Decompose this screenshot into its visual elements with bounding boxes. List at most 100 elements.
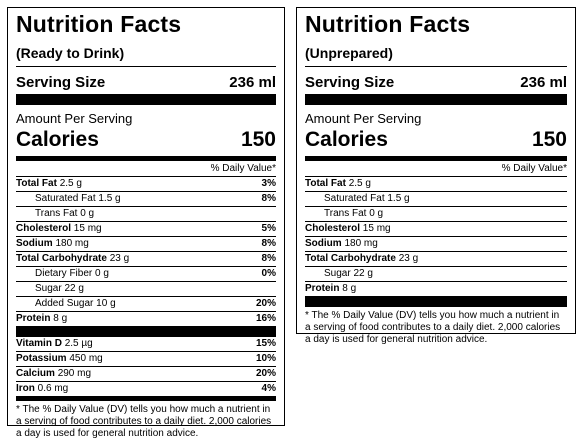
nutrient-row: Trans Fat 0 g — [305, 206, 567, 221]
vitamin-dv: 4% — [261, 383, 276, 394]
nutrient-dv: 3% — [261, 178, 276, 189]
calories-row: Calories 150 — [305, 128, 567, 156]
nutrient-amount: 22 g — [353, 268, 373, 279]
amount-per-serving: Amount Per Serving — [305, 111, 422, 126]
nutrient-name: Sugar — [35, 283, 62, 294]
label-title: Nutrition Facts — [305, 11, 471, 37]
nutrient-row: Cholesterol 15 mg — [305, 221, 567, 236]
daily-value-header: % Daily Value* — [501, 163, 567, 174]
nutrient-name: Saturated Fat — [35, 193, 96, 204]
nutrient-amount: 1.5 g — [387, 193, 410, 204]
nutrient-amount: 2.5 g — [59, 178, 82, 189]
calories-label: Calories — [305, 128, 388, 151]
divider-medium — [305, 156, 567, 161]
nutrient-row: Total Fat 2.5 g — [305, 177, 567, 191]
divider-medium — [16, 156, 276, 161]
nutrient-amount: 180 mg — [344, 238, 378, 249]
vitamin-amount: 0.6 mg — [37, 383, 69, 394]
nutrient-name: Total Carbohydrate — [305, 253, 396, 264]
nutrient-row: Added Sugar 10 g 20% — [16, 296, 276, 311]
nutrient-amount: 8 g — [342, 283, 357, 294]
nutrient-amount: 8 g — [53, 313, 68, 324]
nutrient-row: Trans Fat 0 g — [16, 206, 276, 221]
nutrient-row: Sugar 22 g — [305, 266, 567, 281]
calories-row: Calories 150 — [16, 128, 276, 156]
nutrient-row: Total Carbohydrate 23 g — [305, 251, 567, 266]
divider-medium — [16, 396, 276, 401]
nutrient-amount: 10 g — [96, 298, 116, 309]
nutrient-amount: 15 mg — [362, 223, 391, 234]
nutrient-name: Saturated Fat — [324, 193, 385, 204]
nutrient-dv: 16% — [255, 313, 276, 324]
vitamin-amount: 2.5 µg — [64, 338, 93, 349]
divider-thick — [305, 296, 567, 307]
nutrient-name: Cholesterol — [305, 223, 361, 234]
nutrient-row: Protein 8 g 16% — [16, 311, 276, 326]
nutrient-name: Total Fat — [305, 178, 346, 189]
daily-value-header: % Daily Value* — [210, 163, 276, 174]
nutrient-amount: 0 g — [369, 208, 384, 219]
nutrient-dv: 8% — [261, 193, 276, 204]
nutrient-name: Total Carbohydrate — [16, 253, 107, 264]
calories-label: Calories — [16, 128, 99, 151]
nutrient-name: Total Fat — [16, 178, 57, 189]
nutrient-amount: 180 mg — [55, 238, 89, 249]
nutrient-dv: 0% — [261, 268, 276, 279]
vitamin-amount: 450 mg — [69, 353, 103, 364]
nutrient-row: Dietary Fiber 0 g 0% — [16, 266, 276, 281]
label-title: Nutrition Facts — [16, 11, 182, 37]
serving-size-value: 236 ml — [520, 74, 567, 91]
divider-thick — [16, 326, 276, 337]
daily-value-footnote: * The % Daily Value (DV) tells you how m… — [16, 404, 272, 439]
nutrient-row: Protein 8 g — [305, 281, 567, 296]
daily-value-footnote: * The % Daily Value (DV) tells you how m… — [305, 310, 561, 345]
divider — [305, 66, 567, 67]
divider — [305, 176, 567, 177]
nutrient-name: Cholesterol — [16, 223, 72, 234]
divider — [16, 176, 276, 177]
nutrient-row: Total Carbohydrate 23 g 8% — [16, 251, 276, 266]
serving-size-label: Serving Size — [305, 74, 395, 91]
nutrition-label-unprepared: Nutrition Facts (Unprepared) Serving Siz… — [296, 7, 576, 345]
nutrient-amount: 23 g — [109, 253, 130, 264]
nutrient-row: Saturated Fat 1.5 g 8% — [16, 191, 276, 206]
serving-size-label: Serving Size — [16, 74, 106, 91]
vitamin-dv: 20% — [255, 368, 276, 379]
vitamin-row: Iron 0.6 mg 4% — [16, 381, 276, 396]
amount-per-serving: Amount Per Serving — [16, 111, 133, 126]
nutrient-name: Sodium — [305, 238, 342, 249]
nutrient-amount: 2.5 g — [348, 178, 371, 189]
divider-thick — [16, 94, 276, 105]
vitamin-name: Iron — [16, 383, 35, 394]
nutrient-name: Protein — [305, 283, 340, 294]
vitamin-name: Vitamin D — [16, 338, 62, 349]
nutrient-name: Protein — [16, 313, 51, 324]
nutrient-dv: 20% — [255, 298, 276, 309]
nutrient-amount: 1.5 g — [98, 193, 121, 204]
serving-size-row: Serving Size 236 ml — [16, 67, 276, 94]
vitamin-dv: 10% — [255, 353, 276, 364]
nutrient-amount: 22 g — [64, 283, 84, 294]
nutrient-dv: 8% — [261, 238, 276, 249]
vitamin-name: Calcium — [16, 368, 55, 379]
label-subtitle: (Ready to Drink) — [16, 45, 125, 61]
divider-thick — [305, 94, 567, 105]
nutrient-row: Cholesterol 15 mg 5% — [16, 221, 276, 236]
nutrient-dv: 8% — [261, 253, 276, 264]
calories-value: 150 — [531, 128, 567, 151]
serving-size-row: Serving Size 236 ml — [305, 67, 567, 94]
divider — [16, 66, 276, 67]
vitamin-dv: 15% — [255, 338, 276, 349]
vitamin-row: Calcium 290 mg 20% — [16, 366, 276, 381]
vitamin-name: Potassium — [16, 353, 67, 364]
nutrition-label-ready-to-drink: Nutrition Facts (Ready to Drink) Serving… — [7, 7, 285, 439]
nutrient-row: Saturated Fat 1.5 g — [305, 191, 567, 206]
nutrient-name: Trans Fat — [35, 208, 78, 219]
nutrient-amount: 0 g — [95, 268, 109, 279]
nutrient-name: Trans Fat — [324, 208, 367, 219]
nutrient-name: Sugar — [324, 268, 351, 279]
vitamin-row: Vitamin D 2.5 µg 15% — [16, 337, 276, 351]
nutrient-row: Sodium 180 mg — [305, 236, 567, 251]
nutrient-name: Added Sugar — [35, 298, 94, 309]
vitamin-amount: 290 mg — [57, 368, 92, 379]
